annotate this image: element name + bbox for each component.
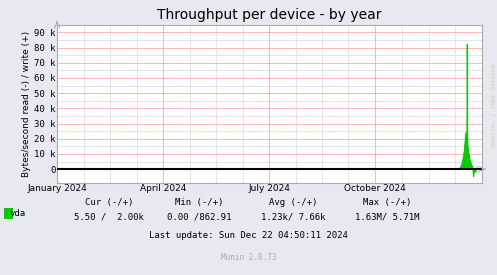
Text: Last update: Sun Dec 22 04:50:11 2024: Last update: Sun Dec 22 04:50:11 2024 (149, 231, 348, 240)
Text: Max (-/+): Max (-/+) (363, 198, 412, 207)
Text: 1.63M/ 5.71M: 1.63M/ 5.71M (355, 213, 420, 222)
Text: Avg (-/+): Avg (-/+) (269, 198, 318, 207)
Text: Min (-/+): Min (-/+) (174, 198, 223, 207)
Title: Throughput per device - by year: Throughput per device - by year (158, 8, 382, 22)
Text: 0.00 /862.91: 0.00 /862.91 (166, 213, 231, 222)
Text: vda: vda (10, 209, 26, 218)
Text: Cur (-/+): Cur (-/+) (85, 198, 134, 207)
Y-axis label: Bytes/second read (-) / write (+): Bytes/second read (-) / write (+) (22, 31, 31, 177)
Text: RRDTOOL / TOBI OETIKER: RRDTOOL / TOBI OETIKER (491, 63, 496, 146)
Text: 5.50 /  2.00k: 5.50 / 2.00k (75, 213, 144, 222)
Text: 1.23k/ 7.66k: 1.23k/ 7.66k (261, 213, 326, 222)
Text: Munin 2.0.73: Munin 2.0.73 (221, 253, 276, 262)
